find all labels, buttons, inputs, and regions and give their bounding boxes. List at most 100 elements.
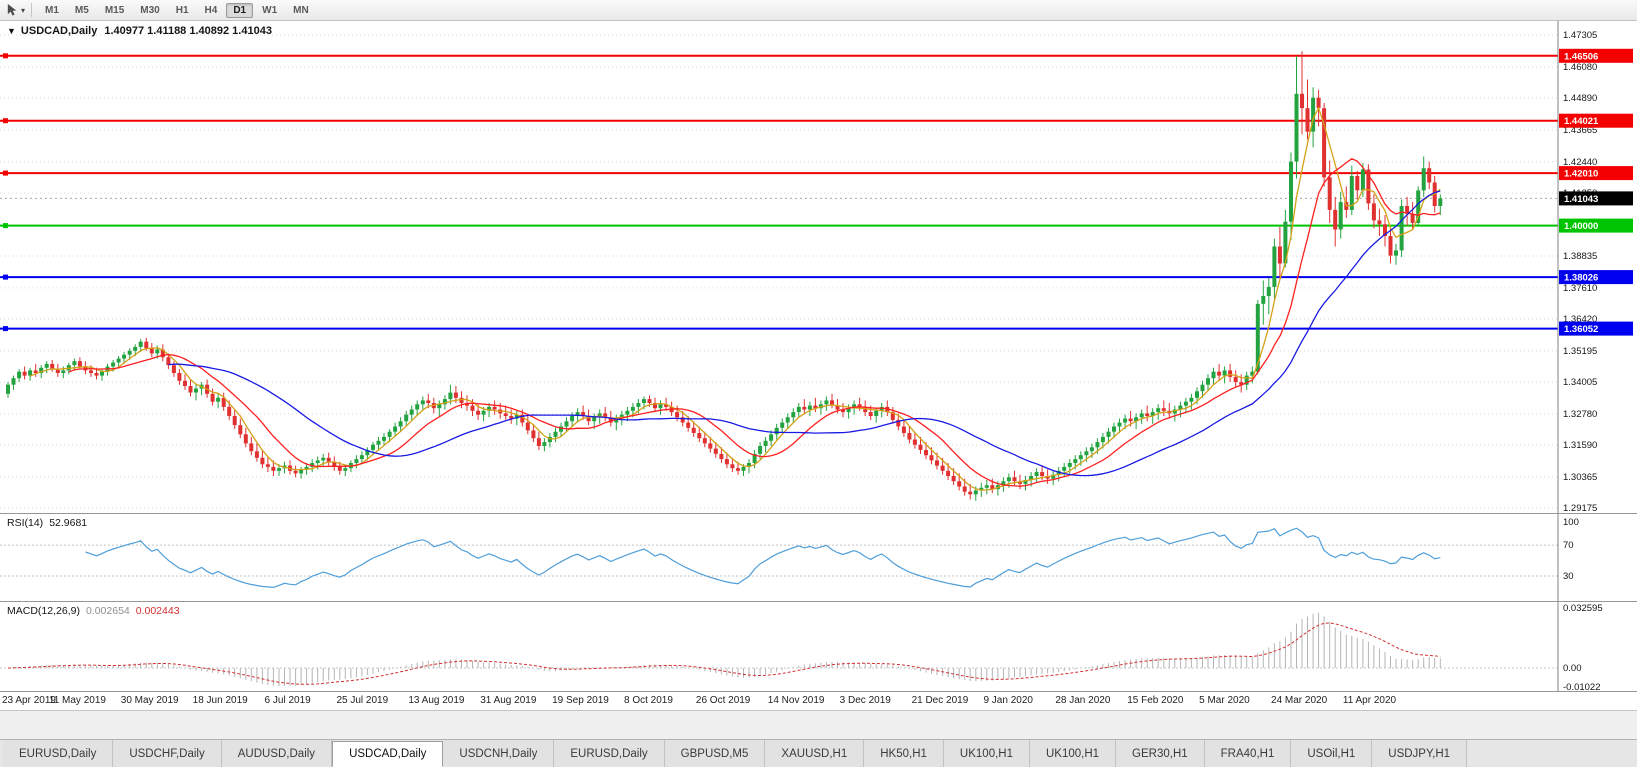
date-label: 21 Dec 2019 [911,695,969,706]
date-label: 19 Sep 2019 [552,695,609,706]
chart-tab-fra40-h1[interactable]: FRA40,H1 [1204,740,1292,767]
timeframe-button-w1[interactable]: W1 [262,4,278,16]
svg-text:1.42440: 1.42440 [1563,157,1597,168]
date-label: 31 Aug 2019 [480,695,537,706]
chart-tab-xauusd-h1[interactable]: XAUUSD,H1 [765,740,865,767]
date-label: 8 Oct 2019 [624,695,673,706]
horizontal-level-lines[interactable] [0,53,1558,332]
date-label: 3 Dec 2019 [839,695,891,706]
hline-handle [3,170,8,176]
timeframe-button-m30[interactable]: M30 [140,4,160,16]
svg-text:1.38026: 1.38026 [1564,273,1598,284]
svg-text:1.37610: 1.37610 [1563,283,1597,294]
svg-text:1.29175: 1.29175 [1563,503,1597,513]
timeframe-button-h4[interactable]: H4 [204,4,218,16]
svg-text:70: 70 [1563,540,1574,551]
date-label: 9 Jan 2020 [983,695,1033,706]
price-badge: 1.40000 [1559,218,1633,233]
chart-tab-eurusd-daily[interactable]: EURUSD,Daily [3,740,114,767]
chart-tab-uk100-h1[interactable]: UK100,H1 [943,740,1030,767]
macd-label: MACD(12,26,9) 0.002654 0.002443 [7,605,180,617]
price-axis[interactable]: 1.473051.460801.448901.436651.424401.412… [1557,21,1633,513]
date-label: 23 Apr 2019 [2,695,56,706]
timeframe-button-d1[interactable]: D1 [226,2,254,18]
svg-text:1.32780: 1.32780 [1563,409,1597,420]
timeframe-button-h1[interactable]: H1 [175,4,189,16]
date-label: 24 Mar 2020 [1271,695,1328,706]
svg-text:0.00: 0.00 [1563,663,1582,674]
macd-canvas[interactable]: 0.032595 0.00 -0.01022 [0,602,1637,691]
rsi-canvas[interactable]: 100 70 30 [0,514,1637,601]
timeframe-button-m15[interactable]: M15 [104,4,125,16]
chart-tab-gbpusd-m5[interactable]: GBPUSD,M5 [664,740,766,767]
rsi-panel[interactable]: RSI(14) 52.9681 100 70 30 [0,514,1637,601]
svg-text:1.36420: 1.36420 [1563,314,1597,325]
date-axis[interactable]: 23 Apr 2019 11 May 2019 30 May 2019 18 Jun … [0,692,1637,710]
panel-separator [0,601,1637,602]
main-chart-panel[interactable]: ▼ USDCAD,Daily 1.40977 1.41188 1.40892 1.4… [0,21,1637,513]
chart-quote-line: 1.40977 1.41188 1.40892 1.41043 [104,25,272,37]
top-toolbar: ▾ M1 M5 M15 M30 H1 H4 D1 W1 MN [0,0,1637,21]
hline-handle [3,326,8,332]
svg-text:0.032595: 0.032595 [1563,603,1603,614]
svg-text:1.43665: 1.43665 [1563,125,1597,136]
svg-text:1.35195: 1.35195 [1563,346,1597,357]
date-label: 30 May 2019 [120,695,179,706]
svg-text:1.47305: 1.47305 [1563,30,1597,41]
chart-tab-audusd-daily[interactable]: AUDUSD,Daily [221,740,333,767]
timeframe-button-m5[interactable]: M5 [74,4,89,16]
candlestick-chart-canvas[interactable]: 1.473051.460801.448901.436651.424401.412… [0,21,1637,513]
chart-symbol-label: USDCAD,Daily [20,25,98,37]
macd-main-value: 0.002654 [85,605,130,617]
svg-text:1.36052: 1.36052 [1564,324,1598,335]
rsi-label: RSI(14) 52.9681 [7,517,87,529]
date-label: 13 Aug 2019 [408,695,465,706]
chart-tab-usdcad-daily[interactable]: USDCAD,Daily [332,741,444,767]
chart-tab-eurusd-daily[interactable]: EURUSD,Daily [554,740,665,767]
one-click-trading-arrow-icon[interactable]: ▼ [7,26,16,36]
timeframe-button-mn[interactable]: MN [293,4,309,16]
svg-text:1.34005: 1.34005 [1563,377,1597,388]
svg-text:-0.01022: -0.01022 [1563,682,1601,691]
macd-panel[interactable]: MACD(12,26,9) 0.002654 0.002443 0.032595 0.… [0,602,1637,691]
panel-separator [0,513,1637,514]
chart-tab-usdcnh-daily[interactable]: USDCNH,Daily [443,740,555,767]
macd-name: MACD(12,26,9) [7,605,80,617]
date-label: 14 Nov 2019 [767,695,825,706]
hline-handle [3,53,8,59]
price-badge: 1.38026 [1559,270,1633,285]
price-badge: 1.42010 [1559,166,1633,181]
svg-text:1.46506: 1.46506 [1564,51,1598,62]
chart-tab-usdchf-daily[interactable]: USDCHF,Daily [113,740,222,767]
chart-tab-ger30-h1[interactable]: GER30,H1 [1116,740,1205,767]
date-label: 25 Jul 2019 [336,695,389,706]
chart-tab-bar: EURUSD,Daily USDCHF,Daily AUDUSD,Daily USDC… [0,739,1637,767]
rsi-name: RSI(14) [7,517,44,529]
chart-tab-hk50-h1[interactable]: HK50,H1 [864,740,944,767]
ma-fast [29,106,1441,491]
timeframe-button-m1[interactable]: M1 [45,4,59,16]
date-label: 18 Jun 2019 [192,695,248,706]
panel-separator [0,691,1637,692]
cursor-tool-caret-icon[interactable]: ▾ [21,5,26,15]
svg-text:1.41043: 1.41043 [1564,194,1598,205]
svg-text:100: 100 [1563,517,1579,528]
svg-text:1.40000: 1.40000 [1564,221,1598,232]
rsi-value: 52.9681 [49,517,88,529]
date-label: 15 Feb 2020 [1127,695,1184,706]
macd-axis[interactable]: 0.032595 0.00 -0.01022 [1557,602,1603,691]
toolbar-separator [31,3,33,17]
hline-handle [3,118,8,124]
cursor-tool-icon[interactable] [5,3,20,18]
chart-tab-uk100-h1[interactable]: UK100,H1 [1029,740,1117,767]
chart-title: ▼ USDCAD,Daily 1.40977 1.41188 1.40892 1.4… [7,25,272,37]
ma-slow [168,190,1441,477]
svg-text:1.31590: 1.31590 [1563,440,1597,451]
chart-tab-usoil-h1[interactable]: USOil,H1 [1291,740,1373,767]
date-label: 5 Mar 2020 [1199,695,1250,706]
svg-text:1.46080: 1.46080 [1563,62,1597,73]
chart-tab-usdjpy-h1[interactable]: USDJPY,H1 [1372,740,1468,767]
price-badge: 1.41043 [1559,191,1633,206]
hline-handle [3,274,8,280]
